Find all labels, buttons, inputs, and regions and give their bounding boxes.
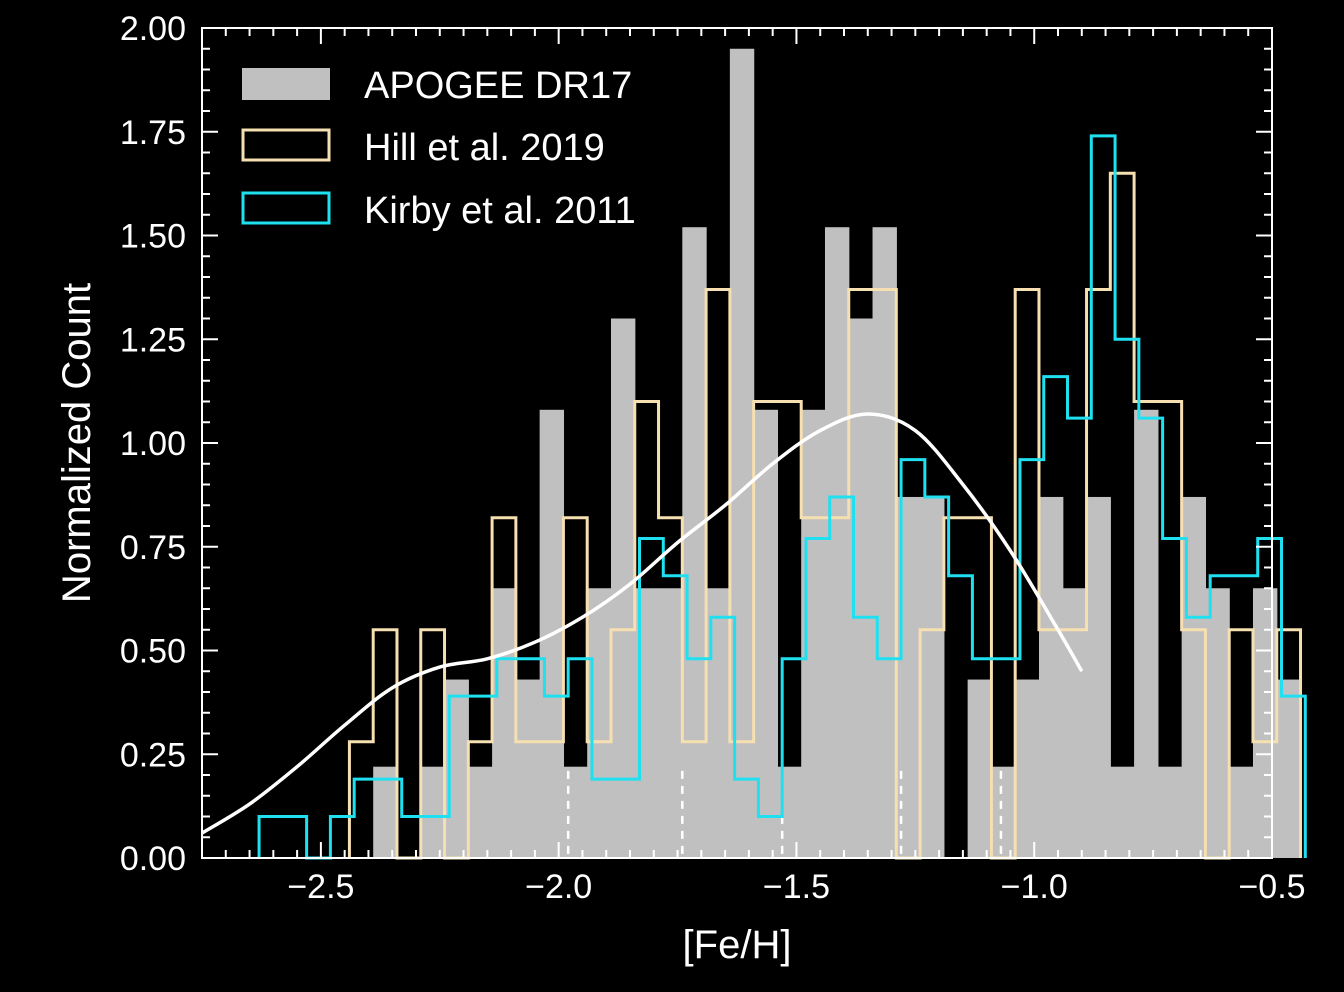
- apogee-bar: [1086, 496, 1111, 858]
- x-axis-title: [Fe/H]: [683, 923, 792, 967]
- step-histograms-layer: [257, 134, 1307, 860]
- smooth-curve-layer: [201, 412, 1084, 835]
- legend-label-kirby: Kirby et al. 2011: [364, 190, 636, 232]
- x-tick-label: −0.5: [1238, 868, 1305, 906]
- legend-swatch-hill: [241, 128, 331, 162]
- x-tick-label: −2.5: [287, 868, 354, 906]
- y-tick-label: 1.50: [120, 218, 186, 256]
- y-tick-label: 1.75: [120, 114, 186, 152]
- apogee-bar: [563, 766, 588, 858]
- apogee-bar: [1038, 496, 1064, 858]
- apogee-bar: [1276, 679, 1302, 858]
- y-tick-label: 0.25: [120, 736, 186, 774]
- apogee-bar: [1205, 588, 1230, 858]
- legend-label-hill: Hill et al. 2019: [364, 127, 605, 169]
- y-tick-label: 1.00: [120, 425, 186, 463]
- apogee-bar: [872, 227, 897, 858]
- apogee-bar: [1229, 766, 1254, 858]
- tick-labels-layer: −2.5 −2.0 −1.5 −1.0 −0.5 0.00 0.25 0.50 0.75 1.00…: [120, 10, 1306, 906]
- apogee-bar: [991, 766, 1016, 858]
- y-tick-label: 2.00: [120, 10, 186, 48]
- apogee-bar: [1252, 588, 1278, 858]
- legend-label-apogee: APOGEE DR17: [364, 65, 632, 107]
- apogee-bar: [824, 227, 850, 858]
- legend-swatch-kirby: [241, 191, 331, 225]
- apogee-bar: [492, 588, 517, 858]
- x-tick-label: −2.0: [525, 868, 592, 906]
- x-tick-label: −1.5: [763, 868, 830, 906]
- axis-ticks-layer: [201, 27, 1273, 859]
- apogee-bar: [1157, 766, 1183, 858]
- legend-swatch-apogee: [242, 68, 330, 100]
- y-tick-label: 1.25: [120, 321, 186, 359]
- apogee-bar: [658, 588, 683, 858]
- y-tick-label: 0.50: [120, 633, 186, 671]
- kirby-step-line: [257, 134, 1307, 860]
- smooth-curve: [201, 412, 1084, 835]
- legend: APOGEE DR17 Hill et al. 2019 Kirby et al…: [241, 65, 636, 232]
- y-axis-title: Normalized Count: [55, 283, 99, 603]
- hill-step-line: [347, 171, 1303, 860]
- apogee-bar: [1110, 766, 1135, 858]
- y-tick-label: 0.00: [120, 840, 186, 878]
- apogee-bar: [1134, 409, 1159, 858]
- apogee-bar: [967, 679, 993, 858]
- apogee-bar: [515, 679, 541, 858]
- apogee-bar: [420, 766, 446, 858]
- x-tick-label: −1.0: [1001, 868, 1068, 906]
- apogee-bar: [1015, 679, 1040, 858]
- apogee-bar: [468, 766, 493, 858]
- y-tick-label: 0.75: [120, 529, 186, 567]
- apogee-bars-layer: [373, 48, 1302, 858]
- apogee-bar: [373, 766, 398, 858]
- apogee-bar: [682, 227, 707, 858]
- apogee-bar: [920, 496, 945, 858]
- apogee-bar: [1062, 588, 1088, 858]
